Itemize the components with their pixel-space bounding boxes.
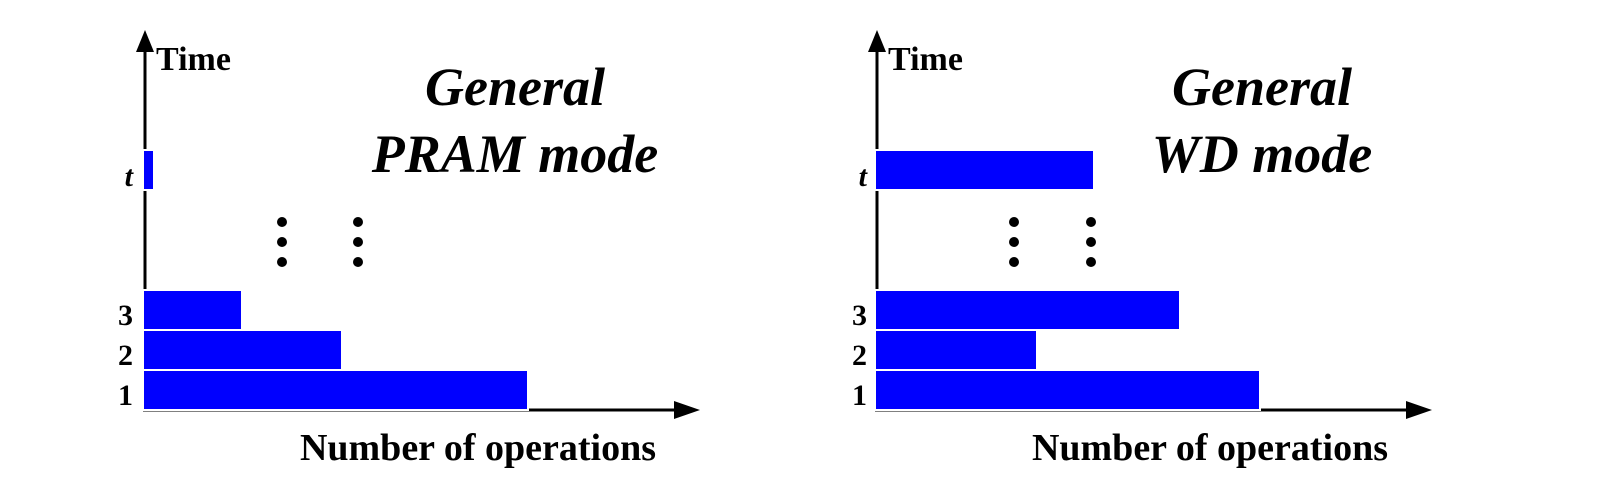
title-line2: PRAM mode (371, 124, 659, 184)
y-axis-arrowhead (136, 30, 154, 52)
bar-step-3 (874, 289, 1181, 331)
ellipsis-dots (1009, 217, 1096, 267)
x-axis-label: Number of operations (1032, 427, 1388, 469)
step-label-t: t (859, 160, 869, 193)
bar-step-t (874, 149, 1095, 191)
panel-wd: Time Number of operations General WD mod… (852, 30, 1432, 469)
bar-step-2 (142, 329, 343, 371)
bar-step-2 (874, 329, 1038, 371)
x-axis-label: Number of operations (300, 427, 656, 469)
bar-step-t (142, 149, 155, 191)
panel-pram: Time Number of operations General PRAM m… (118, 30, 700, 469)
step-label-1: 1 (118, 379, 133, 412)
ellipsis-dots (277, 217, 363, 267)
step-label-3: 3 (118, 299, 133, 332)
step-label-2: 2 (852, 339, 867, 372)
step-label-t: t (125, 160, 135, 193)
x-axis-arrowhead (1406, 401, 1432, 419)
step-label-3: 3 (852, 299, 867, 332)
title-line2: WD mode (1152, 124, 1372, 184)
bar-step-1 (874, 369, 1261, 411)
title-line1: General (425, 57, 605, 117)
y-axis-label: Time (888, 41, 963, 78)
y-axis-arrowhead (868, 30, 886, 52)
step-label-1: 1 (852, 379, 867, 412)
step-label-2: 2 (118, 339, 133, 372)
title-line1: General (1172, 57, 1352, 117)
bar-step-3 (142, 289, 243, 331)
y-axis-label: Time (156, 41, 231, 78)
x-axis-arrowhead (674, 401, 700, 419)
bar-step-1 (142, 369, 529, 411)
